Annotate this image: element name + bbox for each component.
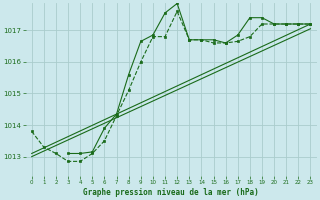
X-axis label: Graphe pression niveau de la mer (hPa): Graphe pression niveau de la mer (hPa) — [83, 188, 259, 197]
